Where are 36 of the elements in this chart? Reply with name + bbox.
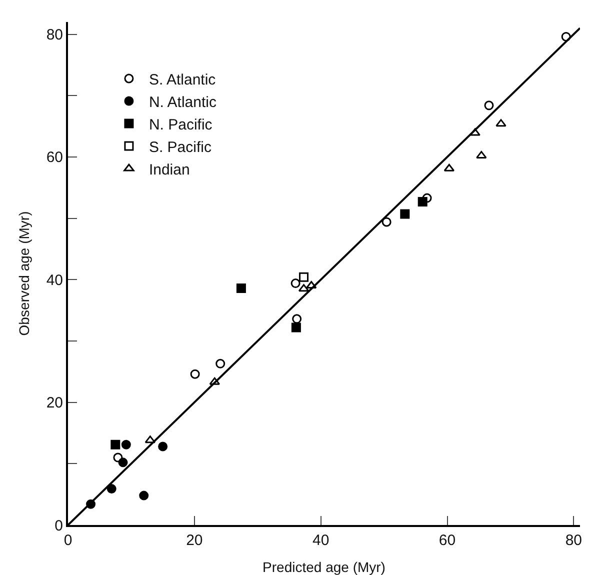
point <box>382 217 392 227</box>
point <box>291 322 301 332</box>
point <box>121 440 131 450</box>
point <box>190 369 200 379</box>
legend-label: S. Pacific <box>148 138 212 156</box>
legend-label: N. Atlantic <box>148 94 217 111</box>
point <box>476 150 487 158</box>
point <box>470 128 480 136</box>
y-axis-title: Observed age (Myr) <box>16 211 32 336</box>
y-tick-label: 40 <box>46 272 63 289</box>
y-tick-label: 20 <box>46 394 63 412</box>
legend-label: Indian <box>148 161 190 178</box>
point <box>561 32 571 42</box>
y-tick-label: 0 <box>54 517 63 534</box>
point <box>400 209 410 219</box>
x-axis-title: Predicted age (Myr) <box>262 559 386 575</box>
x-tick-label: 60 <box>438 532 456 549</box>
point <box>292 314 302 324</box>
x-tick-label: 40 <box>312 532 330 549</box>
point <box>484 100 494 110</box>
point <box>496 119 506 127</box>
point <box>158 442 168 452</box>
legend-label: N. Pacific <box>148 116 213 134</box>
point <box>139 490 149 500</box>
y-tick-label: 60 <box>46 149 63 166</box>
x-tick-label: 80 <box>565 532 582 549</box>
point <box>299 272 309 282</box>
legend-label: S. Atlantic <box>148 71 216 88</box>
point <box>216 358 226 368</box>
point <box>110 440 120 450</box>
point <box>236 283 246 293</box>
y-tick-label: 80 <box>46 26 63 44</box>
point <box>290 278 300 288</box>
point <box>106 484 116 494</box>
point <box>113 452 123 462</box>
x-tick-label: 20 <box>186 532 203 549</box>
